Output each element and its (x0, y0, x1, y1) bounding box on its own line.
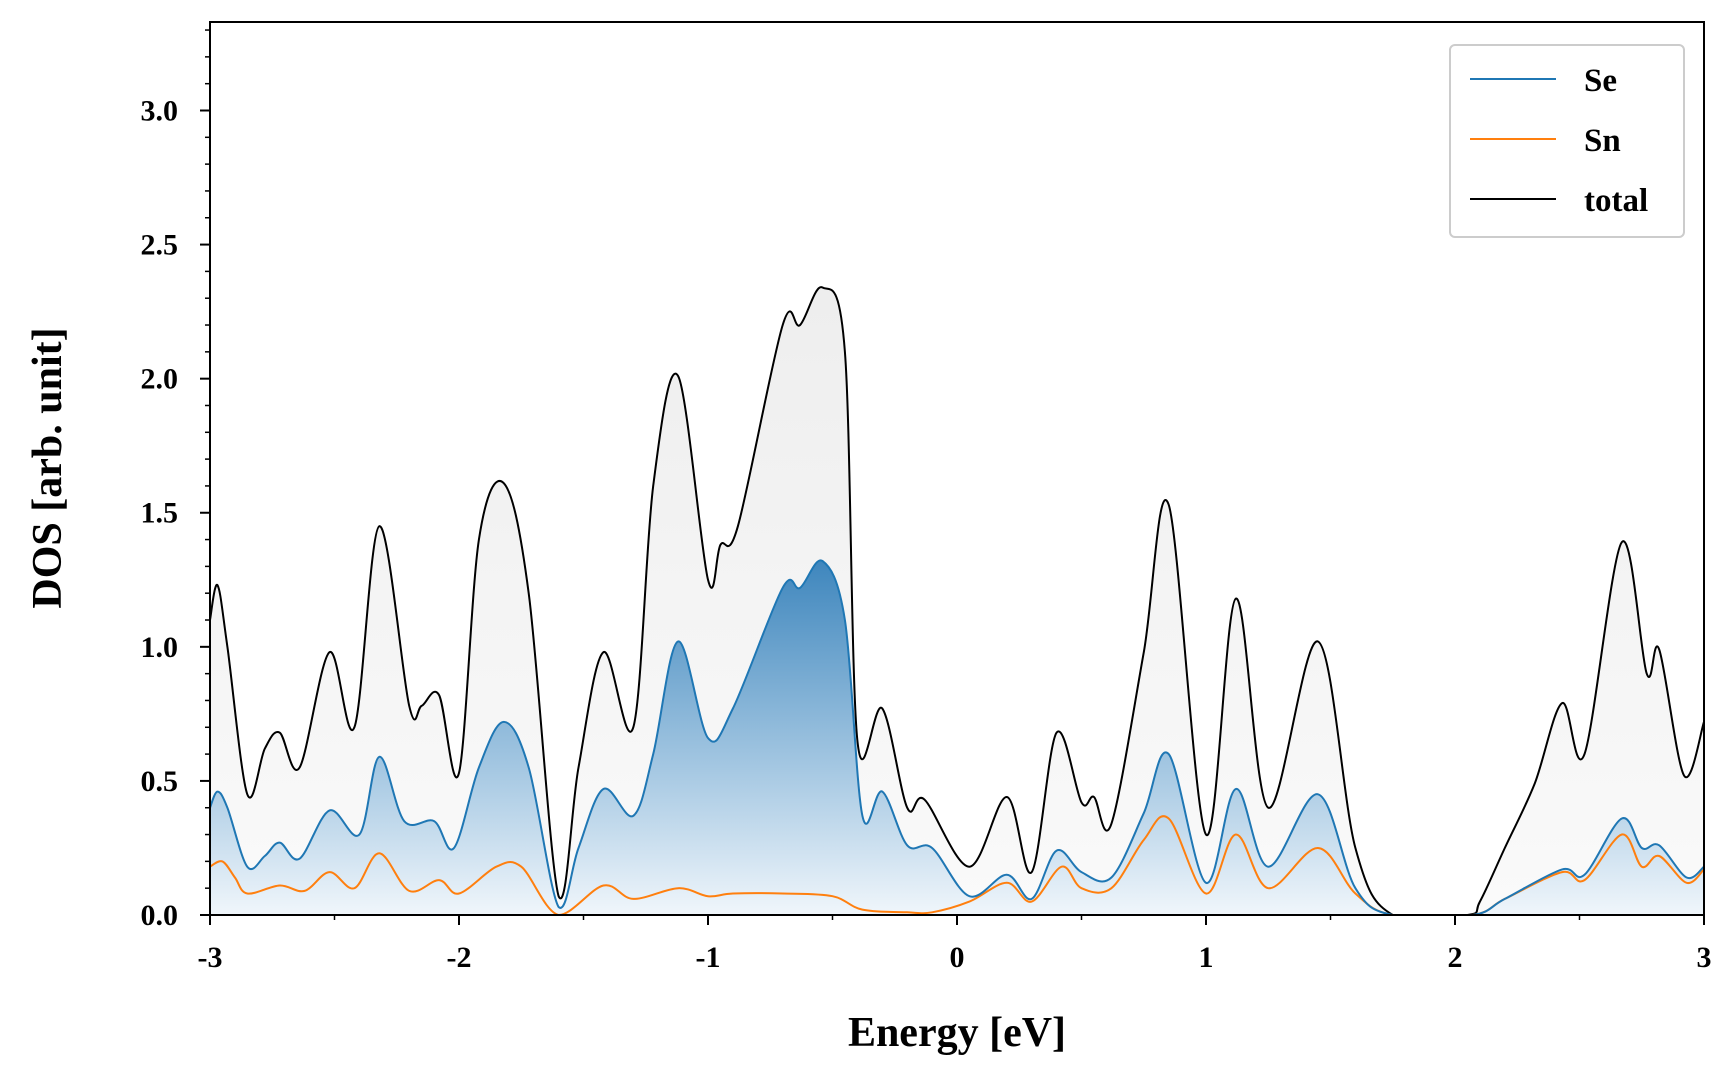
legend-label-total: total (1584, 183, 1648, 219)
legend-box (1449, 44, 1685, 238)
y-tick-label: 3.0 (141, 94, 179, 127)
x-tick-label: 3 (1697, 941, 1712, 974)
x-axis-title: Energy [eV] (848, 1010, 1066, 1056)
y-tick-label: 2.5 (141, 229, 179, 262)
series-line-total (210, 286, 1704, 915)
x-tick-label: -1 (696, 941, 721, 974)
legend: Se Sn total (1449, 44, 1685, 238)
y-tick-label: 1.5 (141, 497, 179, 530)
series-fill-se (210, 560, 1704, 915)
x-tick-label: 0 (950, 941, 965, 974)
legend-label-se: Se (1584, 63, 1617, 99)
y-tick-label: 0.0 (141, 899, 179, 932)
y-tick-label: 0.5 (141, 765, 179, 798)
y-axis-title: DOS [arb. unit] (25, 327, 71, 608)
series-line-se (210, 559, 1704, 915)
x-tick-label: 1 (1199, 941, 1214, 974)
y-tick-label: 2.0 (141, 363, 179, 396)
x-tick-label: 2 (1448, 941, 1463, 974)
legend-label-sn: Sn (1584, 123, 1621, 159)
series-fill-total (210, 287, 1704, 915)
y-tick-label: 1.0 (141, 631, 179, 664)
x-tick-label: -2 (447, 941, 472, 974)
x-tick-label: -3 (198, 941, 223, 974)
